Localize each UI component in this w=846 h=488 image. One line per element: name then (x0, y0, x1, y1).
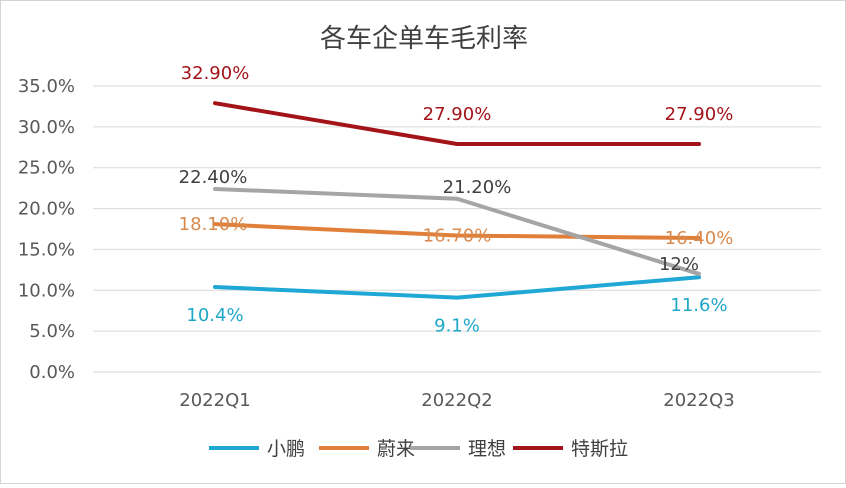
data-label-xiaopeng: 10.4% (186, 305, 243, 326)
data-label-lixiang: 12% (659, 254, 699, 275)
legend-label-xiaopeng: 小鹏 (267, 438, 305, 460)
data-label-lixiang: 22.40% (179, 167, 248, 188)
series-line-lixiang (213, 186, 701, 276)
series-line-tesla (213, 101, 701, 147)
x-tick-label: 2022Q3 (663, 390, 734, 411)
data-label-tesla: 32.90% (181, 63, 250, 84)
legend-label-lixiang: 理想 (468, 438, 506, 460)
legend: 小鹏 蔚来 理想 特斯拉 (209, 438, 628, 460)
data-label-xiaopeng: 11.6% (670, 295, 727, 316)
data-label-tesla: 27.90% (423, 104, 492, 125)
data-labels: 10.4% 9.1% 11.6% 18.10% 16.70% 16.40% 22.40% 21… (179, 63, 734, 336)
series-line-nio (213, 222, 701, 240)
data-label-xiaopeng: 9.1% (434, 316, 480, 337)
data-label-lixiang: 21.20% (443, 177, 512, 198)
y-tick-label: 30.0% (18, 117, 75, 138)
data-label-nio: 16.70% (423, 226, 492, 247)
y-axis-ticks: 0.0% 5.0% 10.0% 15.0% 20.0% 25.0% 30.0% 35.0% (18, 76, 75, 383)
y-tick-label: 15.0% (18, 239, 75, 260)
y-tick-label: 20.0% (18, 199, 75, 220)
x-tick-label: 2022Q2 (421, 390, 492, 411)
gridlines (93, 85, 821, 373)
y-tick-label: 5.0% (29, 321, 75, 342)
y-tick-label: 35.0% (18, 76, 75, 97)
legend-label-tesla: 特斯拉 (571, 438, 628, 460)
data-label-nio: 18.10% (179, 214, 248, 235)
legend-label-nio: 蔚来 (377, 438, 415, 460)
series-line-xiaopeng (213, 275, 701, 300)
x-axis-ticks: 2022Q1 2022Q2 2022Q3 (179, 390, 734, 411)
chart-title: 各车企单车毛利率 (320, 24, 528, 54)
data-label-nio: 16.40% (665, 228, 734, 249)
x-tick-label: 2022Q1 (179, 390, 250, 411)
series-lines (213, 101, 701, 300)
y-tick-label: 25.0% (18, 158, 75, 179)
data-label-tesla: 27.90% (665, 104, 734, 125)
y-tick-label: 10.0% (18, 280, 75, 301)
y-tick-label: 0.0% (29, 362, 75, 383)
